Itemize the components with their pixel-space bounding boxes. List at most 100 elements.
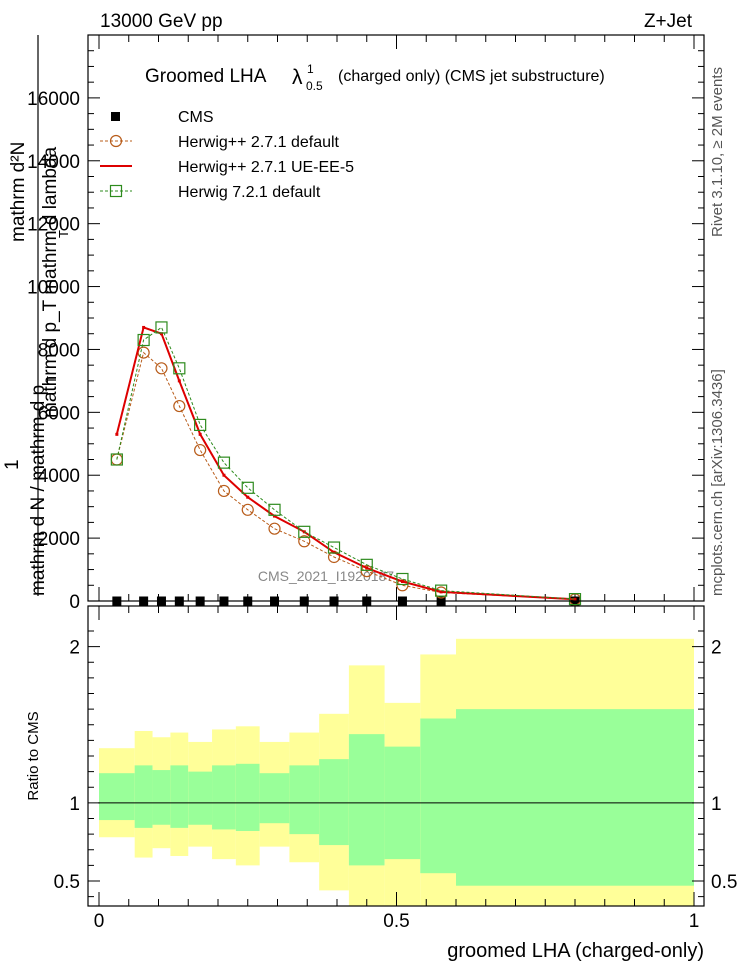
legend-item-herwigpp-ueee5: Herwig++ 2.7.1 UE-EE-5 (100, 159, 354, 176)
ratio-band-inner (420, 718, 456, 874)
ratio-ytick-label-right: 2 (711, 638, 722, 659)
series-point (400, 580, 404, 584)
series-point (396, 572, 409, 586)
ratio-band-inner (235, 763, 260, 831)
main-ylabel: mathrm d²N mathrm d p_T mathrm d lambda … (2, 35, 71, 596)
series-point (435, 584, 448, 597)
legend-label-cms: CMS (178, 109, 214, 126)
ratio-band-inner (348, 734, 385, 866)
ylabel-top: mathrm d²N (8, 142, 29, 242)
series-point (568, 593, 582, 606)
main-ytick-label: 8000 (38, 340, 80, 361)
rivet-label: Rivet 3.1.10, ≥ 2M events (709, 67, 726, 237)
mcplots-label: mcplots.cern.ch [arXiv:1306.3436] (709, 369, 726, 596)
ratio-ylabel: Ratio to CMS (25, 711, 42, 800)
series-point (198, 432, 202, 436)
ylabel-bottom-one: 1 (2, 459, 23, 470)
ratio-y-axis: 0.5 0.5 1 1 2 2 (54, 630, 737, 898)
ratio-band-inner (319, 759, 349, 846)
ratio-band-inner (152, 770, 171, 825)
ratio-band-inner (99, 773, 135, 821)
legend: CMS Herwig++ 2.7.1 default Herwig++ 2.7.… (100, 109, 354, 201)
series-point (155, 321, 168, 334)
main-ytick-label: 10000 (27, 278, 80, 299)
main-plot-frame (87, 34, 705, 602)
series-point (137, 333, 150, 347)
series-point (332, 550, 336, 554)
legend-marker-herwig7 (109, 184, 123, 198)
legend-item-cms: CMS (111, 109, 214, 126)
ratio-ytick-label-right: 1 (711, 794, 722, 815)
series-point (173, 399, 186, 413)
legend-label-herwig7: Herwig 7.2.1 default (178, 184, 321, 201)
series-point (217, 456, 231, 469)
plot-title-suffix: (charged only) (CMS jet substructure) (338, 68, 605, 85)
series-point (194, 443, 207, 457)
ratio-plot-panel: 0.5 0.51 12 2 0 0.5 1 Ratio to CMS groomed LH… (25, 605, 737, 962)
series-point (298, 535, 311, 548)
main-ytick-label: 0 (69, 592, 80, 613)
series-point (115, 432, 119, 436)
series-point (110, 453, 123, 466)
series-point (142, 325, 146, 329)
ratio-band-inner (134, 765, 153, 828)
series-point (194, 418, 207, 432)
series-point (159, 332, 163, 336)
main-ytick-label: 4000 (38, 466, 80, 487)
series-point (246, 495, 250, 499)
series-point (268, 522, 281, 535)
ylabel-bottom-numerator-sub: T (44, 376, 59, 384)
main-ytick-label: 12000 (27, 215, 80, 236)
ratio-band-inner (188, 771, 213, 825)
series-point (155, 362, 168, 375)
plot-title: Groomed LHA λ 1 0.5 (charged only) (CMS … (145, 62, 605, 93)
series-point (365, 566, 369, 570)
series-point (173, 362, 186, 375)
legend-label-herwigpp-ueee5: Herwig++ 2.7.1 UE-EE-5 (178, 159, 354, 176)
legend-item-herwigpp-default: Herwig++ 2.7.1 default (100, 134, 340, 151)
ratio-xtick-label: 0.5 (383, 911, 409, 932)
process-label: Z+Jet (644, 11, 693, 32)
series-line (116, 351, 576, 600)
series-point (222, 473, 226, 477)
series-point (241, 481, 254, 494)
legend-marker-herwigpp-default (109, 134, 123, 148)
ratio-ytick-label: 1 (69, 794, 80, 815)
ratio-ytick-label-right: 0.5 (711, 872, 737, 893)
main-x-axis (98, 35, 695, 601)
main-plot-panel: CMS_2021_I1920187 0 2000 4000 6000 8000 10000… (27, 34, 705, 613)
analysis-watermark: CMS_2021_I1920187 (258, 568, 394, 584)
ratio-plot-frame (87, 605, 705, 907)
series-point (217, 484, 231, 498)
ratio-band-inner (212, 765, 236, 830)
series-point (298, 525, 311, 538)
ratio-band-inner (456, 709, 694, 886)
series-point (360, 558, 373, 571)
plot-title-text: Groomed LHA (145, 66, 267, 87)
ratio-xtick-label: 0 (94, 911, 105, 932)
series-point (241, 503, 254, 516)
legend-marker-cms (111, 112, 120, 121)
series-point (396, 579, 409, 592)
ratio-band-inner (170, 765, 189, 828)
legend-label-herwigpp-default: Herwig++ 2.7.1 default (178, 134, 340, 151)
series-point (573, 597, 577, 601)
ylabel-top-denominator-sub: T (56, 230, 71, 238)
ratio-band-inner (259, 773, 290, 824)
series-point (268, 503, 281, 516)
xlabel: groomed LHA (charged-only) (447, 940, 704, 962)
ratio-xtick-label: 1 (689, 911, 700, 932)
series-herwig7 (110, 321, 582, 606)
ratio-band-inner (289, 765, 320, 835)
series-point (439, 590, 443, 594)
ratio-bands (99, 638, 694, 906)
plot-title-symbol: λ (292, 66, 303, 89)
main-ytick-label: 2000 (38, 529, 80, 550)
ratio-x-axis: 0 0.5 1 (94, 606, 700, 932)
plot-title-symbol-sub: 0.5 (306, 79, 323, 93)
series-point (327, 541, 341, 554)
ylabel-top-denominator: mathrm d p_T mathrm d lambda (40, 147, 61, 418)
main-ytick-label: 6000 (38, 403, 80, 424)
legend-item-herwig7: Herwig 7.2.1 default (100, 184, 321, 201)
